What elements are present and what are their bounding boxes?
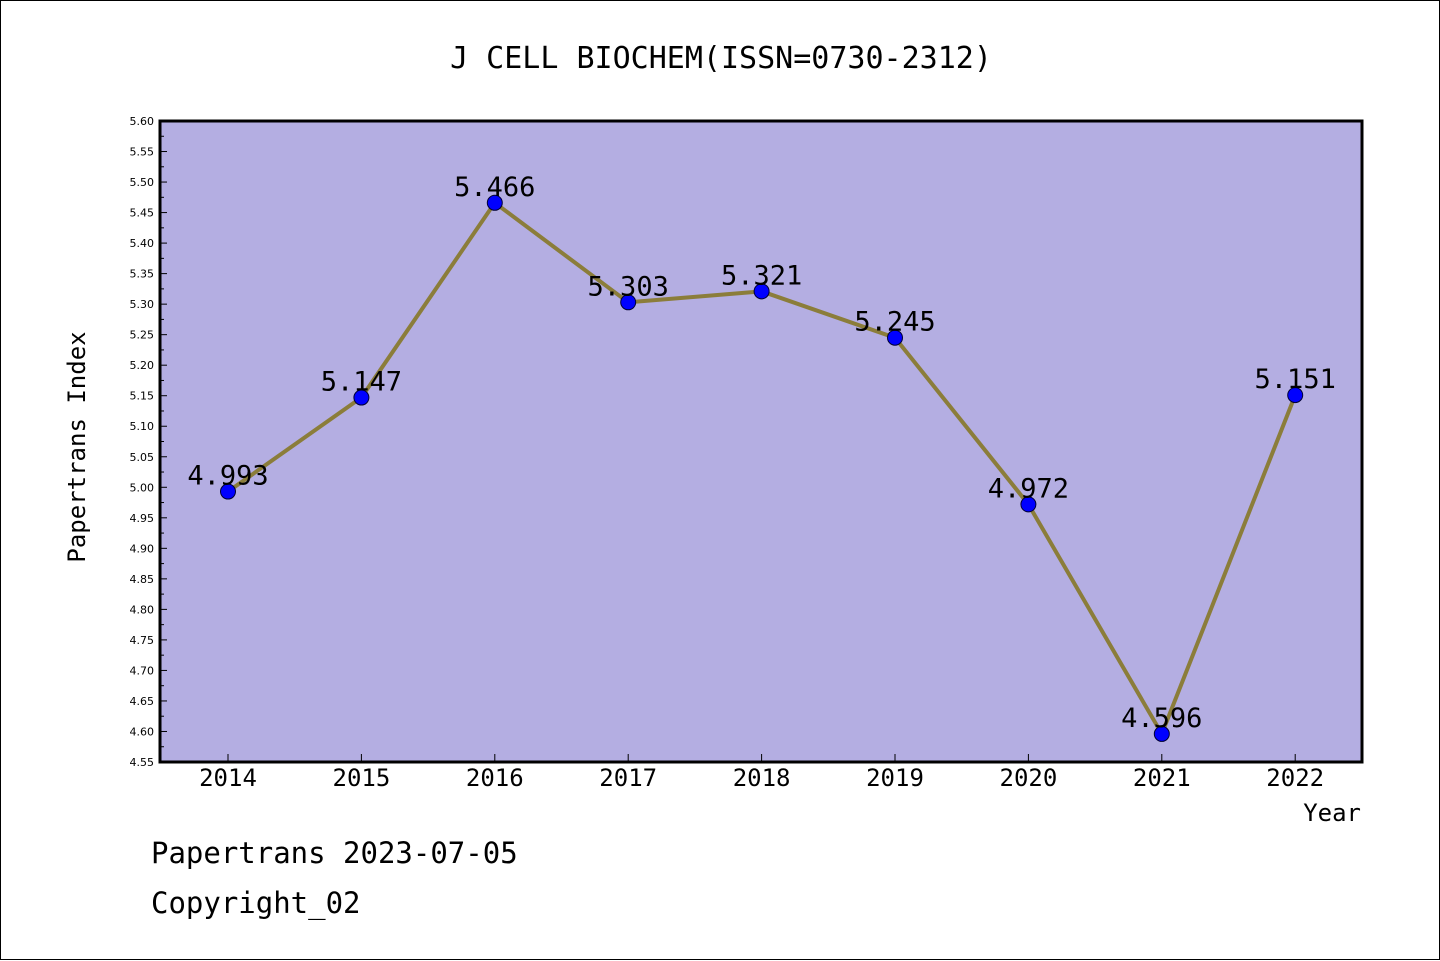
y-tick-label: 5.40: [130, 237, 155, 250]
x-tick-label: 2022: [1266, 764, 1324, 792]
y-tick-label: 5.60: [130, 115, 155, 128]
data-label: 5.321: [721, 260, 802, 291]
data-label: 4.596: [1121, 703, 1202, 734]
x-tick-label: 2017: [599, 764, 657, 792]
x-tick-label: 2015: [333, 764, 391, 792]
data-point: [486, 194, 503, 211]
y-tick-label: 4.90: [130, 542, 155, 555]
x-tick-label: 2014: [199, 764, 257, 792]
y-tick-label: 5.15: [130, 390, 155, 403]
data-label: 5.147: [321, 367, 402, 398]
x-axis-label: Year: [1303, 799, 1361, 827]
y-tick-label: 4.80: [130, 603, 155, 616]
data-point: [620, 294, 637, 311]
y-tick-label: 5.05: [130, 451, 155, 464]
footer-date: Papertrans 2023-07-05: [151, 836, 518, 870]
data-label: 4.993: [187, 461, 268, 492]
y-tick-label: 4.85: [130, 573, 155, 586]
y-tick-label: 4.65: [130, 695, 155, 708]
y-tick-label: 5.20: [130, 359, 155, 372]
data-label: 5.151: [1255, 364, 1336, 395]
data-point: [1287, 387, 1304, 404]
x-tick-label: 2021: [1133, 764, 1191, 792]
y-tick-label: 5.00: [130, 481, 155, 494]
data-label: 5.303: [588, 271, 669, 302]
data-label: 4.972: [988, 473, 1069, 504]
y-tick-label: 4.55: [130, 756, 155, 769]
y-tick-label: 5.50: [130, 176, 155, 189]
plot-area: [158, 119, 1364, 764]
y-tick-label: 4.75: [130, 634, 155, 647]
x-tick-label: 2020: [1000, 764, 1058, 792]
x-tick-label: 2018: [733, 764, 791, 792]
data-label: 5.245: [854, 307, 935, 338]
data-point: [753, 283, 770, 300]
y-tick-label: 5.10: [130, 420, 155, 433]
y-tick-label: 5.35: [130, 268, 155, 281]
y-axis-label: Papertrans Index: [63, 331, 91, 562]
y-tick-label: 4.60: [130, 725, 155, 738]
y-axis: 4.55 4.60 4.65 4.70 4.75 4.80 4.85 4.90 4.95 5.00…: [130, 115, 167, 769]
data-point: [887, 329, 903, 346]
data-point: [220, 483, 236, 500]
x-tick-label: 2019: [866, 764, 924, 792]
y-tick-label: 5.45: [130, 207, 155, 220]
data-point: [1153, 725, 1170, 742]
series: 4.993 5.147 5.466 5.303 5.321 5.245 4.972 4.596…: [187, 172, 1336, 742]
y-tick-label: 4.70: [130, 664, 155, 677]
y-tick-label: 5.25: [130, 329, 155, 342]
y-tick-label: 5.55: [130, 146, 155, 159]
x-tick-label: 2016: [466, 764, 524, 792]
y-tick-label: 5.30: [130, 298, 155, 311]
data-label: 5.466: [454, 172, 535, 203]
footer-copyright: Copyright_02: [151, 886, 361, 920]
data-point: [353, 389, 370, 406]
y-tick-label: 4.95: [130, 512, 155, 525]
x-axis: 2014 2015 2016 2017 2018 2019 2020 2021 2022: [199, 754, 1324, 792]
chart-title: J CELL BIOCHEM(ISSN=0730-2312): [450, 41, 992, 76]
data-point: [1020, 496, 1037, 513]
